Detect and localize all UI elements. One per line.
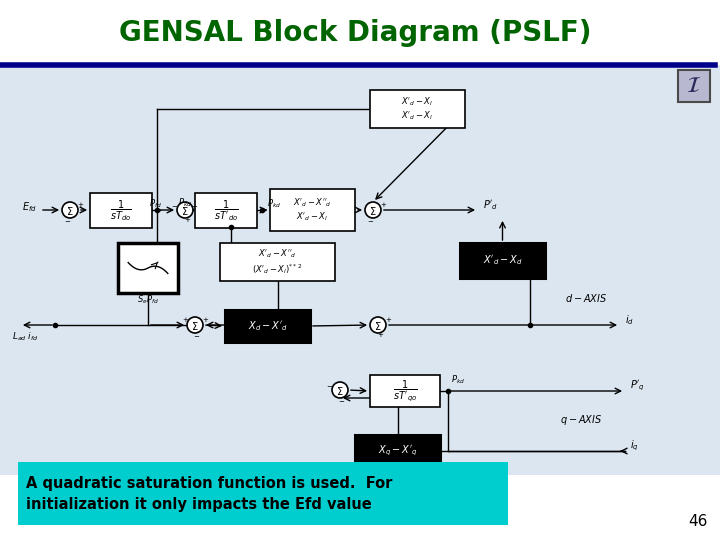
Text: $-$: $-$: [338, 397, 346, 403]
Text: $\Sigma$: $\Sigma$: [181, 205, 189, 217]
Text: initialization it only impacts the Efd value: initialization it only impacts the Efd v…: [26, 497, 372, 512]
Bar: [220, 243, 335, 281]
Text: $P_{kd}$: $P_{kd}$: [178, 197, 192, 209]
Text: +: +: [202, 317, 208, 323]
Text: $\dfrac{1}{sT_{do}}$: $\dfrac{1}{sT_{do}}$: [110, 198, 132, 223]
Bar: [460, 243, 545, 278]
Text: $-$: $-$: [194, 332, 201, 338]
Circle shape: [62, 202, 78, 218]
Text: 46: 46: [688, 515, 708, 530]
Text: +: +: [377, 332, 383, 338]
Text: $\Sigma$: $\Sigma$: [369, 205, 377, 217]
Text: $-$: $-$: [64, 217, 71, 223]
Text: $-$: $-$: [367, 217, 374, 223]
Circle shape: [187, 317, 203, 333]
Text: $-$: $-$: [192, 202, 199, 208]
Text: $X'_d - X''_d$
$(X'_d - X_l)^{**2}$: $X'_d - X''_d$ $(X'_d - X_l)^{**2}$: [253, 248, 302, 276]
Text: $X_q - X'_q$: $X_q - X'_q$: [378, 444, 417, 458]
Bar: [90, 193, 152, 228]
Bar: [678, 70, 710, 102]
Text: $P_{kd}$: $P_{kd}$: [267, 198, 282, 210]
Text: +: +: [182, 317, 188, 323]
Text: +: +: [77, 202, 83, 208]
Text: $i_q$: $i_q$: [630, 439, 639, 453]
Bar: [225, 310, 310, 342]
Text: $L_{ad}\;i_{fd}$: $L_{ad}\;i_{fd}$: [12, 330, 38, 343]
Text: GENSAL Block Diagram (PSLF): GENSAL Block Diagram (PSLF): [119, 19, 591, 47]
Text: $q - AXIS$: $q - AXIS$: [560, 413, 602, 427]
Text: $\dfrac{1}{sT'_{do}}$: $\dfrac{1}{sT'_{do}}$: [214, 198, 238, 223]
Text: $\Sigma$: $\Sigma$: [192, 320, 199, 332]
Text: $P'_q$: $P'_q$: [630, 379, 645, 393]
Text: +: +: [385, 317, 391, 323]
Bar: [0, 0, 720, 65]
Text: $X'_d - X_l$
$X'_d - X_l$: $X'_d - X_l$ $X'_d - X_l$: [401, 96, 433, 123]
Text: $X'_d - X_d$: $X'_d - X_d$: [482, 254, 523, 267]
Text: $d - AXIS$: $d - AXIS$: [565, 292, 607, 304]
Circle shape: [332, 382, 348, 398]
Text: +: +: [184, 217, 190, 223]
Text: $\Sigma$: $\Sigma$: [66, 205, 73, 217]
Circle shape: [365, 202, 381, 218]
Bar: [0, 65, 720, 475]
Circle shape: [177, 202, 193, 218]
Bar: [18, 462, 508, 525]
Text: $\Sigma$: $\Sigma$: [374, 320, 382, 332]
Text: $S_e P_{fd}$: $S_e P_{fd}$: [137, 294, 159, 306]
Text: $\Sigma$: $\Sigma$: [336, 385, 343, 397]
Bar: [195, 193, 257, 228]
Circle shape: [370, 317, 386, 333]
Text: $P'_d$: $P'_d$: [483, 198, 498, 212]
Bar: [270, 189, 355, 231]
Text: $i_d$: $i_d$: [625, 313, 634, 327]
Text: $-$: $-$: [171, 202, 179, 208]
Text: $P_{kd}$: $P_{kd}$: [451, 374, 465, 386]
Text: $\dfrac{1}{sT'_{qo}}$: $\dfrac{1}{sT'_{qo}}$: [392, 379, 418, 404]
Bar: [355, 435, 440, 467]
Bar: [370, 375, 440, 407]
Text: +: +: [380, 202, 386, 208]
Text: $P_{fd}$: $P_{fd}$: [148, 198, 161, 210]
Text: $-$: $-$: [326, 382, 333, 388]
Bar: [118, 243, 178, 293]
Bar: [370, 90, 465, 128]
Text: $X_d - X'_d$: $X_d - X'_d$: [248, 319, 287, 333]
Text: $E_{fd}$: $E_{fd}$: [22, 200, 37, 214]
Text: A quadratic saturation function is used.  For: A quadratic saturation function is used.…: [26, 476, 392, 491]
Text: $\mathcal{I}$: $\mathcal{I}$: [686, 76, 701, 96]
Text: $X'_d - X''_d$
$X'_d - X_l$: $X'_d - X''_d$ $X'_d - X_l$: [293, 197, 332, 224]
